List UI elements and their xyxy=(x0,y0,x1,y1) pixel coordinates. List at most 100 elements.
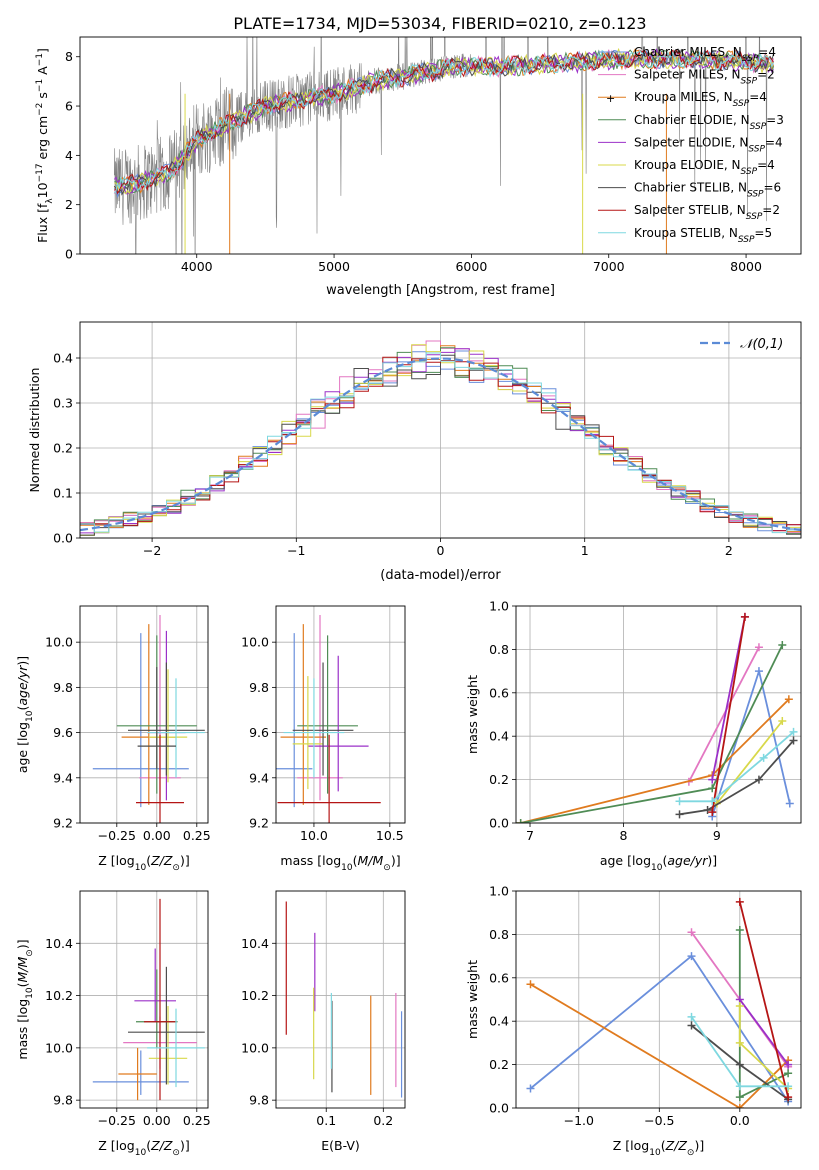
axes-frame xyxy=(275,890,406,1109)
weight-series xyxy=(735,995,793,1069)
weight-series xyxy=(708,612,749,817)
y-tick-label: 9.2 xyxy=(249,816,269,831)
errorbar-point xyxy=(128,662,205,776)
plus-marker xyxy=(784,1060,793,1069)
errorbar-point xyxy=(292,662,354,776)
plus-marker xyxy=(687,1021,696,1030)
y-tick-label: 10.2 xyxy=(241,988,269,1003)
errorbar-point xyxy=(276,633,313,808)
x-tick-label: 8000 xyxy=(730,259,762,274)
plus-marker xyxy=(735,1060,744,1069)
legend-label: Salpeter MILES, NSSP=2 xyxy=(634,68,775,87)
figure-title: PLATE=1734, MJD=53034, FIBERID=0210, z=0… xyxy=(233,14,646,33)
histogram-step xyxy=(80,352,801,534)
x-tick-label: 9 xyxy=(713,828,721,843)
age-vs-Z-axes: −0.25 0.00 0.25 9.2 9.4 9.6 9.8 10.0 xyxy=(45,606,211,843)
weight-series xyxy=(516,641,787,823)
y-tick-label: 10.0 xyxy=(45,635,73,650)
weight-line xyxy=(520,698,790,823)
y-tick-label: 10.2 xyxy=(45,988,73,1003)
weight-series xyxy=(687,1012,793,1091)
y-tick-label: 9.8 xyxy=(249,680,269,695)
axes-frame xyxy=(79,890,209,1109)
plus-marker xyxy=(735,1002,744,1011)
errorbar-point xyxy=(297,615,343,801)
plus-marker xyxy=(754,643,763,652)
x-tick-label: 0.25 xyxy=(183,1113,211,1128)
x-tick-label: −2 xyxy=(143,543,161,558)
errorbar-point xyxy=(307,655,369,792)
y-tick-label: 0.4 xyxy=(489,729,509,744)
x-tick-label: 0.25 xyxy=(183,828,211,843)
legend-label: Chabrier STELIB, NSSP=6 xyxy=(634,181,781,200)
weight-line xyxy=(739,998,789,1066)
weight-vs-Z-axes: −1.0 −0.5 0.0 0.0 0.2 0.4 0.6 0.8 1.0 xyxy=(489,884,801,1128)
y-axis-label: Normed distribution xyxy=(27,368,42,493)
weight-vs-age-plot-area xyxy=(516,612,798,823)
mass-vs-Z-axes: −0.25 0.00 0.25 9.8 10.0 10.2 10.4 xyxy=(45,891,211,1128)
y-tick-label: 0.4 xyxy=(53,351,73,366)
model-line xyxy=(113,48,774,195)
y-tick-label: 0.1 xyxy=(53,486,73,501)
x-tick-label: 10.5 xyxy=(376,828,404,843)
y-axis-label: age [log10(age/yr)] xyxy=(15,656,35,773)
plus-marker xyxy=(778,717,787,726)
y-tick-label: 0.6 xyxy=(489,970,509,985)
plus-marker xyxy=(789,727,798,736)
weight-series xyxy=(675,736,798,819)
legend-label: Salpeter ELODIE, NSSP=4 xyxy=(634,135,783,154)
errorbar-point xyxy=(283,678,345,778)
plus-marker xyxy=(703,805,712,814)
axes-frame xyxy=(515,890,802,1109)
model-line xyxy=(113,49,774,194)
x-tick-label: 7 xyxy=(526,828,534,843)
x-tick-label: 5000 xyxy=(318,259,350,274)
plus-marker xyxy=(735,1093,744,1102)
weight-series xyxy=(675,727,798,806)
weight-line xyxy=(679,739,795,816)
plus-marker xyxy=(708,808,717,817)
errorbar-point xyxy=(147,678,205,778)
weight-vs-age-axes: 7 8 9 0.0 0.2 0.4 0.6 0.8 1.0 xyxy=(489,599,801,843)
y-tick-label: 0.0 xyxy=(489,1101,509,1116)
plus-marker xyxy=(778,641,787,650)
y-tick-label: 0.0 xyxy=(53,531,73,546)
mass-vs-ebv-axes: 0.1 0.2 9.8 10.0 10.2 10.4 xyxy=(241,891,405,1128)
errorbar-point xyxy=(144,898,176,1101)
x-tick-label: −0.5 xyxy=(644,1113,674,1128)
y-axis-label: mass weight xyxy=(465,960,480,1039)
x-tick-label: 0 xyxy=(437,543,445,558)
axes-frame xyxy=(79,36,802,255)
x-tick-label: −0.25 xyxy=(98,828,136,843)
errorbar-point xyxy=(148,669,188,783)
mass-vs-ebv-plot-area xyxy=(285,901,403,1098)
plus-marker xyxy=(526,980,535,989)
age-vs-mass-plot-area xyxy=(276,615,381,823)
errorbar-point xyxy=(136,969,178,1048)
weight-series xyxy=(735,897,793,1102)
y-tick-label: 9.6 xyxy=(53,725,73,740)
y-axis-label: mass weight xyxy=(465,675,480,754)
x-tick-label: 0.00 xyxy=(143,828,171,843)
legend-label: Kroupa ELODIE, NSSP=4 xyxy=(634,158,775,177)
x-axis-label: Z [log10(Z/Z⊙)] xyxy=(613,1138,704,1158)
plus-marker xyxy=(687,952,696,961)
plus-marker xyxy=(759,753,768,762)
y-tick-label: 1.0 xyxy=(489,884,509,899)
y-tick-label: 10.0 xyxy=(45,1040,73,1055)
plus-marker xyxy=(516,819,525,823)
model-line xyxy=(114,48,774,195)
y-tick-label: 2 xyxy=(65,197,73,212)
weight-line xyxy=(738,930,789,1099)
legend-label: 𝒩(0,1) xyxy=(740,337,783,352)
residuals-plot-area xyxy=(80,340,801,536)
weight-series xyxy=(735,926,793,1102)
axes-frame xyxy=(79,605,209,824)
x-axis-label: Z [log10(Z/Z⊙)] xyxy=(98,1138,189,1158)
x-tick-label: 4000 xyxy=(181,259,213,274)
y-tick-label: 10.0 xyxy=(241,1040,269,1055)
plus-marker xyxy=(784,1069,793,1078)
plus-marker xyxy=(789,736,798,745)
y-tick-label: 0.4 xyxy=(489,1014,509,1029)
y-axis-label: Flux [fλ10−17 erg cm−2 s−1 A−1] xyxy=(35,48,55,243)
